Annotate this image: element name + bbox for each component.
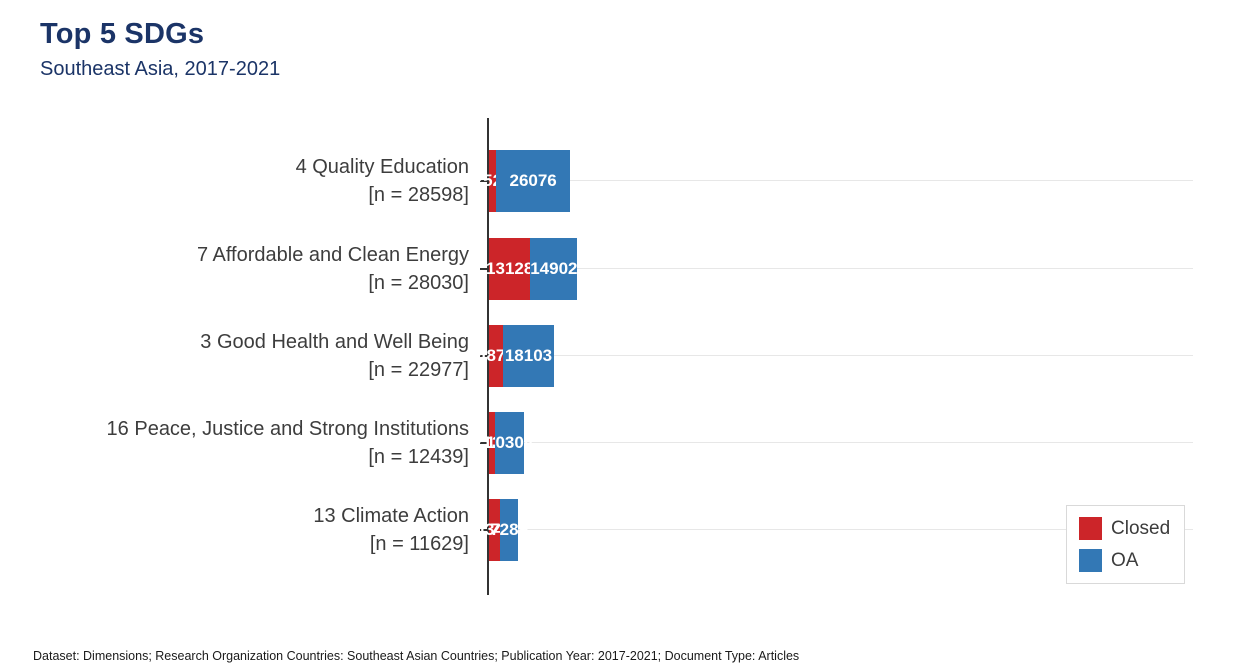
axis-tick bbox=[480, 442, 487, 444]
bar-row: 2522 26076 bbox=[474, 150, 1193, 212]
category-label: 7 Affordable and Clean Energy [n = 28030… bbox=[0, 238, 469, 300]
category-n: [n = 12439] bbox=[368, 446, 469, 468]
bar-segment-closed: 2522 bbox=[474, 150, 511, 212]
legend-label: Closed bbox=[1111, 517, 1171, 539]
plot-area: 2522 26076 13128 14902 4874 18103 2 bbox=[473, 118, 1193, 595]
bar-segment-closed: 4874 bbox=[477, 325, 515, 387]
closed-swatch-icon bbox=[1079, 517, 1102, 540]
bar-segment-oa: 10304 bbox=[486, 412, 533, 474]
category-labels: 4 Quality Education [n = 28598] 7 Afford… bbox=[0, 118, 477, 595]
category-label: 16 Peace, Justice and Strong Institution… bbox=[0, 412, 469, 474]
category-label: 3 Good Health and Well Being [n = 22977] bbox=[0, 325, 469, 387]
axis-tick bbox=[480, 355, 487, 357]
axis-tick bbox=[480, 268, 487, 270]
gridline bbox=[489, 529, 1193, 530]
bar-segment-oa: 14902 bbox=[530, 238, 578, 300]
category-name: 13 Climate Action bbox=[313, 505, 469, 527]
legend-label: OA bbox=[1111, 549, 1139, 571]
gridline bbox=[489, 268, 1193, 269]
category-label: 4 Quality Education [n = 28598] bbox=[0, 150, 469, 212]
category-n: [n = 28598] bbox=[368, 184, 469, 206]
category-name: 16 Peace, Justice and Strong Institution… bbox=[106, 418, 469, 440]
gridline bbox=[489, 355, 1193, 356]
legend: Closed OA bbox=[1066, 505, 1185, 584]
bar-segment-closed: 13128 bbox=[486, 238, 533, 300]
category-name: 4 Quality Education bbox=[295, 156, 469, 178]
bar-row: 4340 7289 bbox=[476, 499, 1193, 561]
stacked-bar: 4340 7289 bbox=[476, 499, 565, 561]
bar-row: 2135 10304 bbox=[473, 412, 1193, 474]
category-n: [n = 11629] bbox=[369, 533, 469, 555]
chart-subtitle: Southeast Asia, 2017-2021 bbox=[40, 58, 281, 80]
gridline bbox=[489, 442, 1193, 443]
dataset-caption: Dataset: Dimensions; Research Organizati… bbox=[33, 649, 800, 663]
category-n: [n = 28030] bbox=[368, 272, 469, 294]
axis-tick bbox=[480, 180, 487, 182]
legend-item-oa: OA bbox=[1079, 549, 1172, 572]
legend-item-closed: Closed bbox=[1079, 517, 1172, 540]
gridline bbox=[489, 180, 1193, 181]
stacked-bar: 2135 10304 bbox=[473, 412, 574, 474]
stacked-bar: 2522 26076 bbox=[474, 150, 574, 212]
chart-title: Top 5 SDGs bbox=[40, 18, 205, 50]
bar-segment-oa: 26076 bbox=[496, 150, 571, 212]
axis-tick bbox=[480, 529, 487, 531]
category-name: 7 Affordable and Clean Energy bbox=[196, 244, 469, 266]
bar-row: 4874 18103 bbox=[477, 325, 1193, 387]
bar-row: 13128 14902 bbox=[480, 238, 1193, 300]
bar-segment-oa: 18103 bbox=[502, 325, 555, 387]
category-n: [n = 22977] bbox=[368, 359, 469, 381]
bar-segment-oa: 7289 bbox=[490, 499, 528, 561]
category-name: 3 Good Health and Well Being bbox=[200, 331, 469, 353]
oa-swatch-icon bbox=[1079, 549, 1102, 572]
stacked-bar: 13128 14902 bbox=[486, 238, 584, 300]
category-label: 13 Climate Action [n = 11629] bbox=[0, 499, 469, 561]
stacked-bar: 4874 18103 bbox=[477, 325, 574, 387]
